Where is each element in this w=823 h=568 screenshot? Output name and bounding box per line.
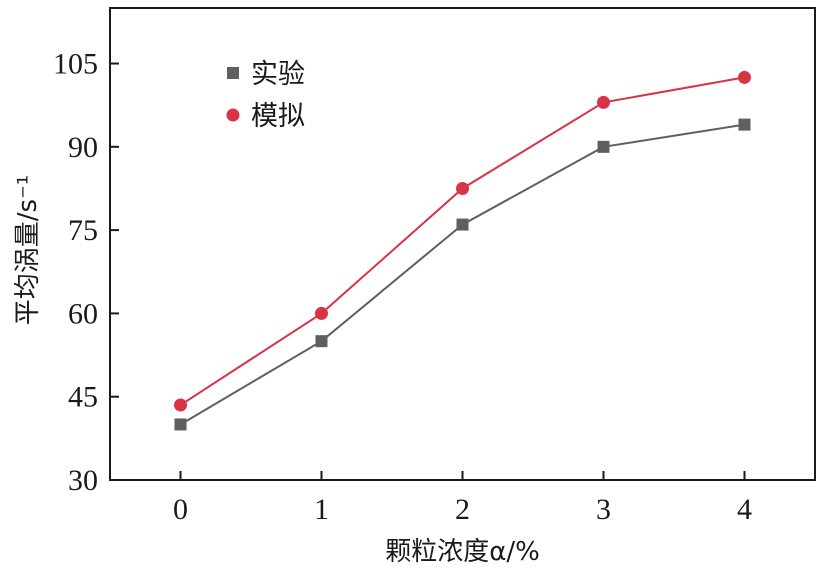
x-tick-label: 0 <box>173 493 188 526</box>
x-tick-label: 1 <box>314 493 329 526</box>
legend-marker <box>226 108 240 122</box>
data-point <box>738 118 751 131</box>
y-tick-label: 75 <box>68 214 98 247</box>
data-point <box>456 218 469 231</box>
y-axis-title: 平均涡量/s⁻¹ <box>13 175 43 325</box>
y-tick-label: 90 <box>68 131 98 164</box>
series-layer <box>174 70 751 431</box>
plot-frame <box>109 7 816 481</box>
y-tick-label: 45 <box>68 381 98 414</box>
x-tick-label: 3 <box>596 493 611 526</box>
x-axis-title: 颗粒浓度α/% <box>385 537 540 567</box>
series-line-1 <box>179 123 745 426</box>
data-point <box>597 95 610 109</box>
data-point <box>456 181 469 195</box>
data-point <box>315 306 328 320</box>
axes <box>109 7 816 481</box>
data-point <box>738 70 751 84</box>
data-point <box>174 398 187 412</box>
legend-marker <box>227 67 239 79</box>
data-point <box>315 335 328 348</box>
ticks: 0 1 2 3 4 30 45 60 75 90 105 <box>53 48 752 526</box>
x-tick-label: 4 <box>737 493 752 526</box>
y-tick-label: 105 <box>53 48 98 81</box>
legend-label: 模拟 <box>251 101 305 132</box>
data-point <box>174 418 187 431</box>
x-tick-label: 2 <box>455 493 470 526</box>
legend-label: 实验 <box>251 59 305 90</box>
y-tick-label: 60 <box>68 297 98 330</box>
y-tick-label: 30 <box>68 464 98 497</box>
data-point <box>597 140 610 153</box>
